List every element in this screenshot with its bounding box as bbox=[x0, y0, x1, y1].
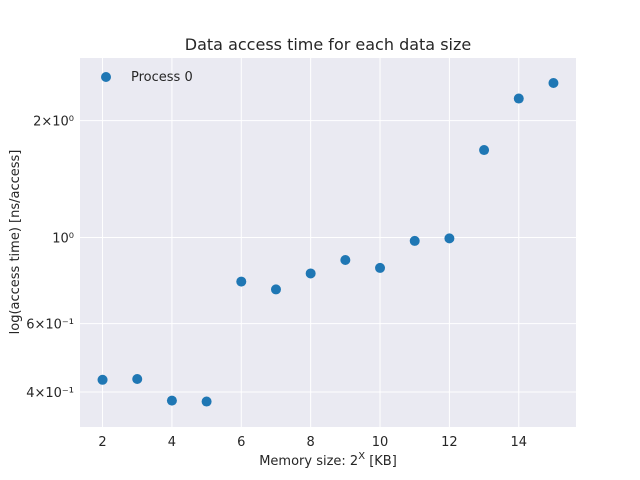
y-tick-label: 2×10⁰ bbox=[33, 115, 74, 130]
data-point bbox=[166, 395, 177, 406]
x-tick-label: 8 bbox=[307, 435, 315, 450]
x-tick-labels: 2 4 6 8 10 12 14 bbox=[98, 435, 527, 450]
y-axis-label: log(access time) [ns/access] bbox=[8, 150, 23, 335]
data-point bbox=[340, 255, 351, 266]
data-point bbox=[548, 78, 559, 89]
plot-background bbox=[80, 58, 576, 427]
data-point bbox=[132, 374, 143, 385]
data-point bbox=[270, 284, 281, 295]
data-point bbox=[97, 374, 108, 385]
x-tick-label: 6 bbox=[237, 435, 245, 450]
x-tick-label: 10 bbox=[372, 435, 389, 450]
legend-marker bbox=[101, 72, 111, 82]
x-tick-label: 12 bbox=[441, 435, 458, 450]
data-point bbox=[409, 235, 420, 246]
data-point bbox=[513, 93, 524, 104]
data-point bbox=[201, 396, 212, 407]
data-point bbox=[305, 268, 316, 279]
x-tick-label: 14 bbox=[510, 435, 527, 450]
y-tick-label: 10⁰ bbox=[52, 232, 74, 247]
legend-label: Process 0 bbox=[131, 70, 193, 85]
y-tick-label: 6×10⁻¹ bbox=[26, 318, 74, 333]
data-point bbox=[236, 276, 247, 287]
x-tick-label: 4 bbox=[168, 435, 176, 450]
chart-title: Data access time for each data size bbox=[185, 35, 471, 54]
x-tick-label: 2 bbox=[98, 435, 106, 450]
y-tick-label: 4×10⁻¹ bbox=[26, 386, 74, 401]
data-point bbox=[479, 145, 490, 156]
x-axis-label: Memory size: 2X [KB] bbox=[259, 451, 397, 469]
data-point bbox=[444, 233, 455, 244]
legend: Process 0 bbox=[101, 70, 193, 85]
y-tick-labels: 4×10⁻¹ 6×10⁻¹ 10⁰ 2×10⁰ bbox=[26, 115, 74, 401]
data-point bbox=[375, 262, 386, 273]
data-points bbox=[97, 78, 559, 407]
